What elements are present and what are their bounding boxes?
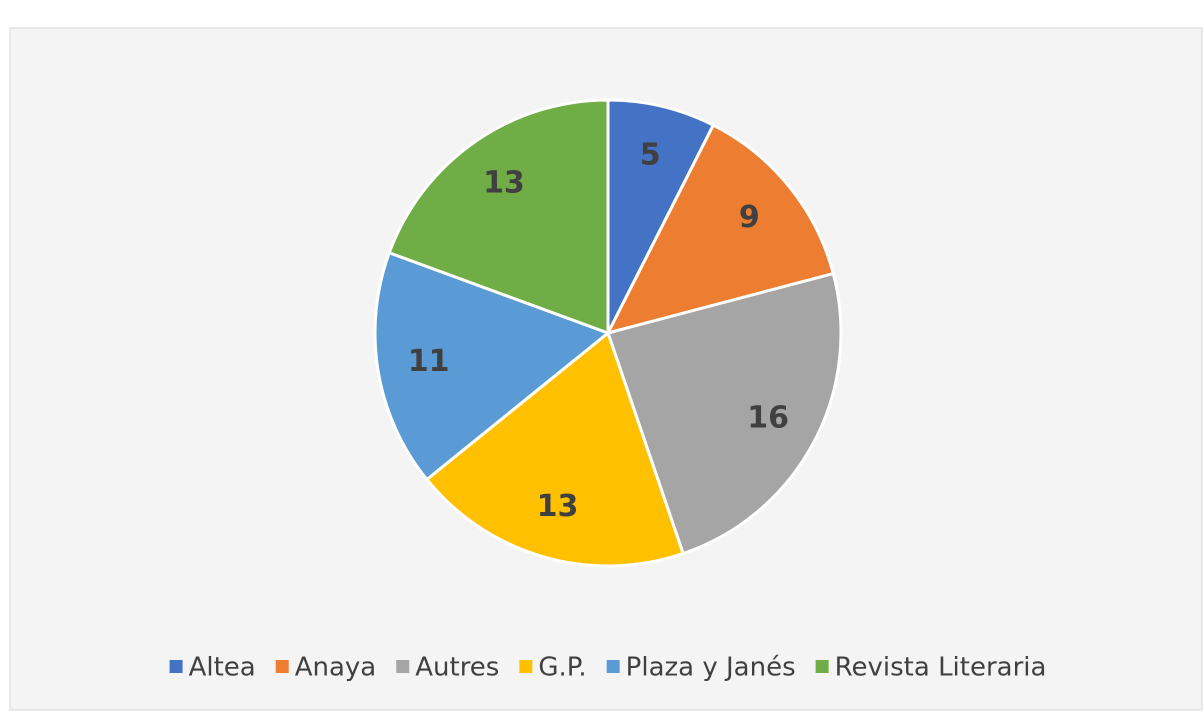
pie-slice xyxy=(606,271,843,556)
legend-label: Anaya xyxy=(295,653,377,683)
legend-label: G.P. xyxy=(538,653,586,683)
legend-label: Autres xyxy=(415,653,499,683)
data-label: 13 xyxy=(483,165,525,200)
legend-label: Plaza y Janés xyxy=(626,653,796,683)
legend-label: Revista Literaria xyxy=(835,653,1047,683)
legend-swatch xyxy=(396,660,410,673)
legend-swatch xyxy=(519,660,533,673)
legend-swatch xyxy=(275,660,289,673)
data-label: 5 xyxy=(640,138,661,173)
pie-slice xyxy=(605,123,836,336)
data-label: 16 xyxy=(747,400,789,435)
data-label: 11 xyxy=(408,344,450,379)
legend-label: Altea xyxy=(189,653,256,683)
pie-slice xyxy=(424,330,686,568)
pie-slice xyxy=(387,98,610,336)
legend-swatch xyxy=(606,660,620,673)
data-label: 9 xyxy=(739,200,760,235)
legend-swatch xyxy=(169,660,183,673)
legend-swatch xyxy=(815,660,829,673)
data-label: 13 xyxy=(537,489,579,524)
pie-slice xyxy=(373,250,612,482)
pie-slice xyxy=(606,98,716,334)
